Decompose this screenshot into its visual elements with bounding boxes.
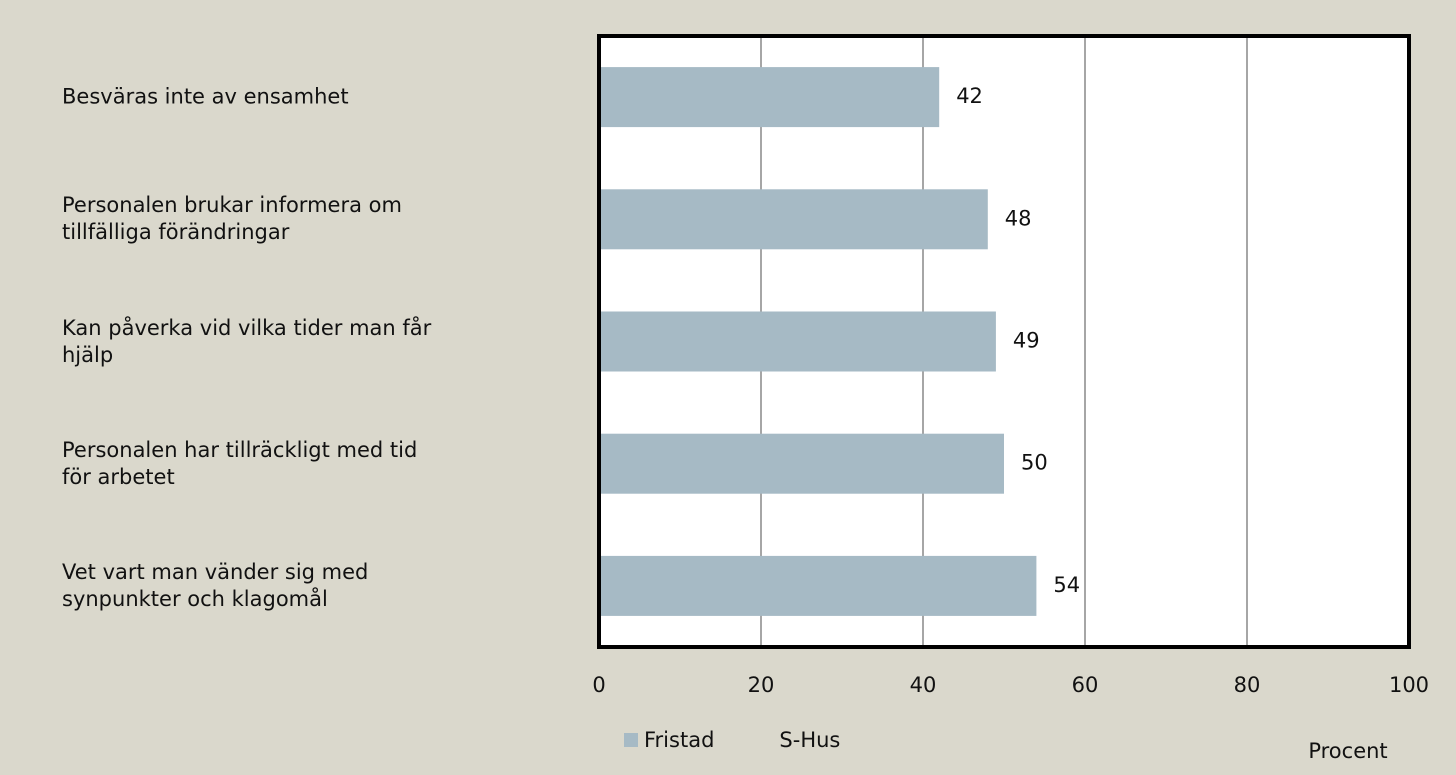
data-label: 50 [1021, 451, 1048, 475]
y-tick-label: Vet vart man vänder sig med synpunkter o… [62, 559, 369, 611]
legend-swatch [759, 733, 773, 747]
x-tick-label: 80 [1234, 673, 1261, 697]
legend-label: S-Hus [779, 728, 840, 752]
y-tick-label: Kan påverka vid vilka tider man får hjäl… [62, 315, 432, 367]
x-tick-label: 60 [1072, 673, 1099, 697]
bar [599, 189, 988, 250]
x-axis-label: Procent [1308, 739, 1387, 763]
legend-label: Fristad [644, 728, 714, 752]
x-tick-label: 40 [910, 673, 937, 697]
x-tick-label: 100 [1389, 673, 1429, 697]
bar [599, 311, 996, 372]
data-label: 54 [1053, 573, 1080, 597]
plot-border [597, 34, 1411, 649]
data-label: 42 [956, 84, 983, 108]
x-tick-label: 20 [748, 673, 775, 697]
bar [599, 67, 940, 128]
y-tick-label: Personalen brukar informera om tillfälli… [62, 193, 402, 245]
y-tick-label: Personalen har tillräckligt med tid för … [62, 437, 418, 489]
x-tick-label: 0 [592, 673, 605, 697]
data-label: 48 [1005, 206, 1032, 230]
bar [599, 555, 1037, 616]
bar [599, 433, 1004, 494]
y-tick-label: Besväras inte av ensamhet [62, 84, 349, 109]
data-label: 49 [1013, 329, 1040, 353]
legend-swatch [624, 733, 638, 747]
